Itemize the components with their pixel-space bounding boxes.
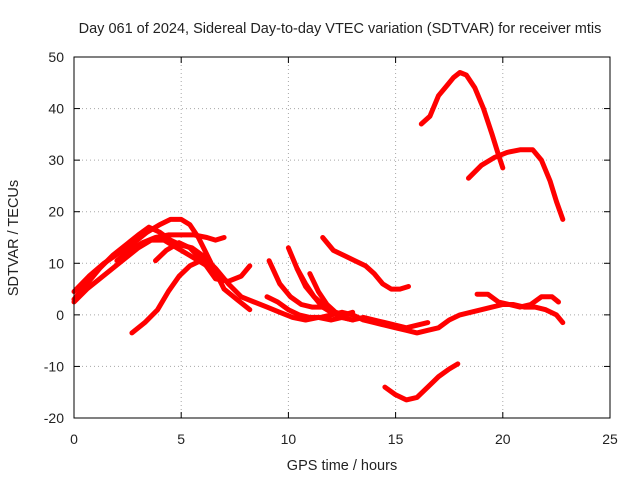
y-tick-label: 20 — [48, 204, 64, 220]
series-line-arc-15 — [466, 147, 566, 222]
series-line-arc-16 — [474, 291, 561, 310]
x-tick-label: 25 — [602, 431, 618, 447]
y-tick-label: -20 — [44, 410, 64, 426]
series-line-arc-14 — [418, 70, 506, 171]
series-line-arc-6 — [129, 258, 212, 336]
y-axis-label: SDTVAR / TECUs — [6, 180, 22, 296]
x-tick-label: 15 — [388, 431, 404, 447]
x-tick-label: 20 — [495, 431, 511, 447]
series-line-arc-4 — [114, 232, 227, 264]
series-line-arc-12 — [320, 235, 411, 292]
chart-title: Day 061 of 2024, Sidereal Day-to-day VTE… — [79, 21, 602, 37]
x-axis-label: GPS time / hours — [287, 458, 397, 474]
series-group — [71, 70, 566, 403]
series-line-arc-13 — [382, 361, 461, 403]
plot-frame — [73, 56, 611, 419]
series-line-arc-8 — [266, 258, 326, 310]
axis-ticks: 0 5 10 15 20 25 -20 -10 0 10 20 30 40 50 — [44, 49, 618, 447]
series-line-arc-11 — [307, 271, 356, 318]
y-tick-label: 40 — [48, 101, 64, 117]
x-tick-label: 10 — [281, 431, 297, 447]
series-line-arc-10 — [294, 265, 431, 331]
y-tick-label: 50 — [48, 49, 64, 65]
y-tick-label: -10 — [44, 358, 64, 374]
y-tick-label: 30 — [48, 152, 64, 168]
y-tick-label: 0 — [56, 307, 64, 323]
x-tick-label: 5 — [177, 431, 185, 447]
y-tick-label: 10 — [48, 255, 64, 271]
x-tick-label: 0 — [70, 431, 78, 447]
